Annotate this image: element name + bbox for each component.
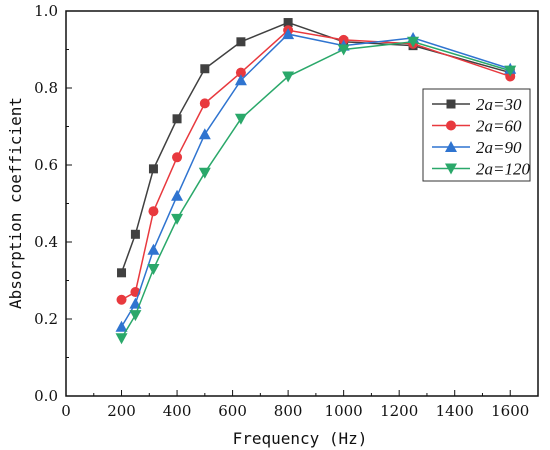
data-point	[116, 294, 127, 305]
legend-item: 2a=90	[432, 138, 522, 157]
x-tick-label: 1600	[491, 402, 529, 420]
legend: 2a=30 2a=60 2a=90 2a=120	[422, 88, 531, 182]
x-tick-label: 400	[163, 402, 192, 420]
data-point	[200, 64, 210, 74]
series-line	[120, 41, 511, 339]
data-point	[147, 263, 160, 275]
data-point	[234, 74, 247, 86]
series-4	[115, 36, 517, 345]
legend-label: 2a=30	[476, 95, 522, 114]
data-point	[129, 310, 142, 322]
x-tick-label: 200	[107, 402, 136, 420]
data-point	[198, 167, 211, 179]
data-point	[115, 333, 128, 345]
legend-item: 2a=120	[432, 160, 530, 179]
legend-marker	[446, 120, 456, 131]
legend-marker	[445, 163, 457, 175]
legend-label: 2a=60	[476, 117, 522, 136]
x-tick-label: 800	[274, 402, 303, 420]
data-point	[283, 18, 293, 28]
data-point	[235, 67, 246, 78]
legend-item: 2a=30	[432, 95, 522, 114]
legend-marker	[446, 99, 456, 109]
x-tick-label: 1000	[325, 402, 363, 420]
legend-label: 2a=120	[476, 160, 530, 179]
y-tick-label: 1.0	[34, 2, 58, 20]
y-tick-label: 0.8	[34, 79, 58, 97]
y-tick-label: 0.2	[34, 310, 58, 328]
data-point	[337, 44, 350, 56]
data-point	[172, 114, 182, 124]
data-point	[172, 152, 183, 163]
y-tick-label: 0.4	[34, 233, 58, 251]
x-tick-label: 600	[218, 402, 247, 420]
series-layer	[115, 18, 517, 345]
legend-label: 2a=90	[476, 138, 522, 157]
legend-marker	[445, 141, 457, 152]
data-point	[234, 113, 247, 125]
data-point	[198, 128, 211, 140]
data-point	[236, 37, 246, 47]
y-axis-label: Absorption coefficient	[6, 97, 25, 309]
data-point	[148, 164, 158, 174]
data-point	[282, 28, 295, 40]
data-point	[148, 206, 159, 217]
data-point	[115, 320, 128, 332]
x-tick-label: 1200	[380, 402, 418, 420]
x-tick-label: 0	[61, 402, 71, 420]
series-line	[120, 33, 511, 328]
data-point	[282, 71, 295, 83]
series-line	[120, 21, 511, 274]
x-axis-label: Frequency (Hz)	[233, 429, 368, 448]
data-point	[171, 189, 184, 201]
plot-frame	[65, 10, 539, 397]
legend-item: 2a=60	[432, 117, 522, 136]
data-point	[504, 65, 517, 77]
data-point	[147, 243, 160, 255]
x-tick-label: 1400	[436, 402, 474, 420]
data-point	[130, 229, 140, 239]
y-tick-label: 0.6	[34, 156, 58, 174]
data-point	[117, 268, 127, 278]
data-point	[171, 213, 184, 225]
axis-ticks: 0 200 400 600 800 1000 1200 1400 1600 0.0 0.2 0.4 0.…	[34, 2, 529, 420]
data-point	[407, 36, 420, 48]
data-point	[199, 98, 210, 109]
y-tick-label: 0.0	[34, 387, 58, 405]
